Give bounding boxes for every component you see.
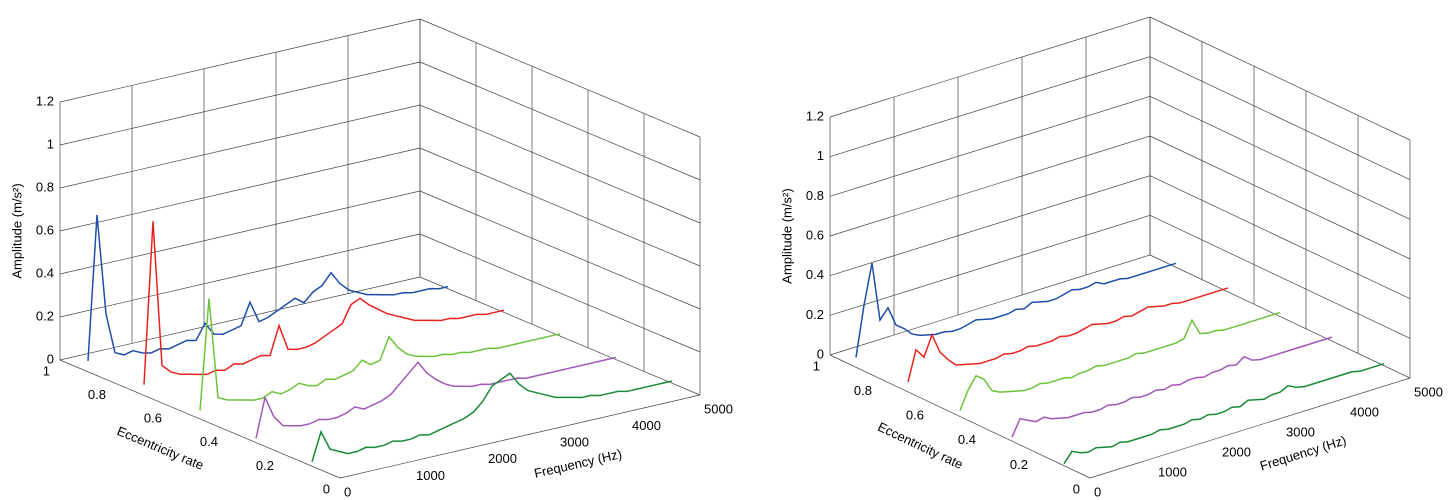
x-axis-label: Frequency (Hz)	[533, 446, 624, 481]
axis-line	[1089, 377, 1411, 479]
grid-line	[829, 135, 1151, 237]
axis-line	[339, 394, 701, 479]
y-tick-label: 0.2	[256, 458, 274, 473]
z-tick-label: 0.4	[806, 267, 824, 282]
grid-line	[829, 175, 1151, 277]
z-axis-label: Amplitude (m/s²)	[779, 188, 794, 283]
spectrum-line	[1063, 363, 1385, 465]
spectrum-line	[1011, 336, 1333, 438]
grid-line	[1149, 16, 1411, 141]
spectrum-line	[199, 298, 561, 411]
x-tick-label: 0	[344, 484, 351, 499]
x-tick-label: 2000	[488, 451, 517, 466]
x-tick-label: 4000	[632, 418, 661, 433]
z-tick-label: 0.2	[806, 307, 824, 322]
grid-line	[59, 147, 421, 232]
z-tick-label: 0	[817, 346, 824, 361]
x-tick-label: 0	[1094, 484, 1101, 499]
grid-line	[1149, 254, 1411, 379]
y-tick-label: 0	[1073, 481, 1080, 496]
spectrum-line	[855, 262, 1177, 358]
y-axis-label: Eccentricity rate	[115, 423, 206, 473]
grid-line	[1149, 56, 1411, 180]
grid-line	[419, 18, 701, 138]
z-tick-label: 0.6	[36, 222, 54, 237]
z-tick-label: 0.4	[36, 265, 54, 280]
y-tick-label: 0.6	[906, 408, 924, 423]
axis-line	[829, 354, 1091, 479]
y-tick-label: 1	[813, 358, 820, 373]
spectrum-line	[907, 287, 1229, 383]
x-tick-label: 1000	[416, 468, 445, 483]
grid-line	[59, 104, 421, 189]
x-tick-label: 3000	[1286, 424, 1315, 439]
grid-line	[419, 61, 701, 181]
spectrum-line	[959, 311, 1281, 411]
grid-line	[829, 95, 1151, 197]
z-tick-label: 0.6	[806, 227, 824, 242]
axis-line	[59, 359, 341, 479]
grid-line	[59, 18, 421, 103]
grid-line	[59, 61, 421, 146]
grid-line	[59, 276, 421, 361]
grid-line	[419, 147, 701, 267]
grid-line	[419, 276, 701, 396]
grid-line	[419, 233, 701, 353]
spectrum-line	[311, 372, 673, 463]
grid-line	[829, 254, 1151, 356]
grid-line	[419, 104, 701, 224]
grid-line	[419, 190, 701, 310]
grid-line	[1149, 175, 1411, 299]
z-tick-label: 0.8	[806, 188, 824, 203]
y-axis-label: Eccentricity rate	[875, 419, 965, 472]
z-tick-label: 1	[47, 136, 54, 151]
grid-line	[829, 56, 1151, 158]
spectrum-line	[255, 356, 617, 439]
z-tick-label: 1.2	[36, 93, 54, 108]
z-tick-label: 0	[47, 351, 54, 366]
grid-line	[59, 233, 421, 318]
z-axis-label: Amplitude (m/s²)	[9, 183, 24, 278]
z-tick-label: 0.2	[36, 308, 54, 323]
y-tick-label: 0.6	[144, 411, 162, 426]
x-tick-label: 2000	[1222, 444, 1251, 459]
grid-line	[1149, 96, 1411, 220]
x-tick-label: 1000	[1158, 464, 1187, 479]
x-tick-label: 5000	[704, 401, 733, 416]
z-tick-label: 1.2	[806, 108, 824, 123]
x-tick-label: 4000	[1350, 404, 1379, 419]
z-tick-label: 0.8	[36, 179, 54, 194]
y-tick-label: 0.8	[854, 383, 872, 398]
y-tick-label: 0.4	[200, 434, 218, 449]
grid-line	[1149, 215, 1411, 339]
grid-line	[829, 16, 1151, 118]
y-tick-label: 0.4	[958, 432, 976, 447]
y-tick-label: 0	[323, 481, 330, 496]
y-tick-label: 1	[43, 363, 50, 378]
y-tick-label: 0.2	[1010, 457, 1028, 472]
x-tick-label: 5000	[1414, 384, 1443, 399]
y-tick-label: 0.8	[88, 387, 106, 402]
grid-line	[59, 190, 421, 275]
spectrum-line	[87, 214, 449, 362]
x-tick-label: 3000	[560, 435, 589, 450]
grid-line	[1149, 135, 1411, 260]
z-tick-label: 1	[817, 148, 824, 163]
grid-line	[829, 214, 1151, 316]
spectrum-line	[143, 221, 505, 385]
